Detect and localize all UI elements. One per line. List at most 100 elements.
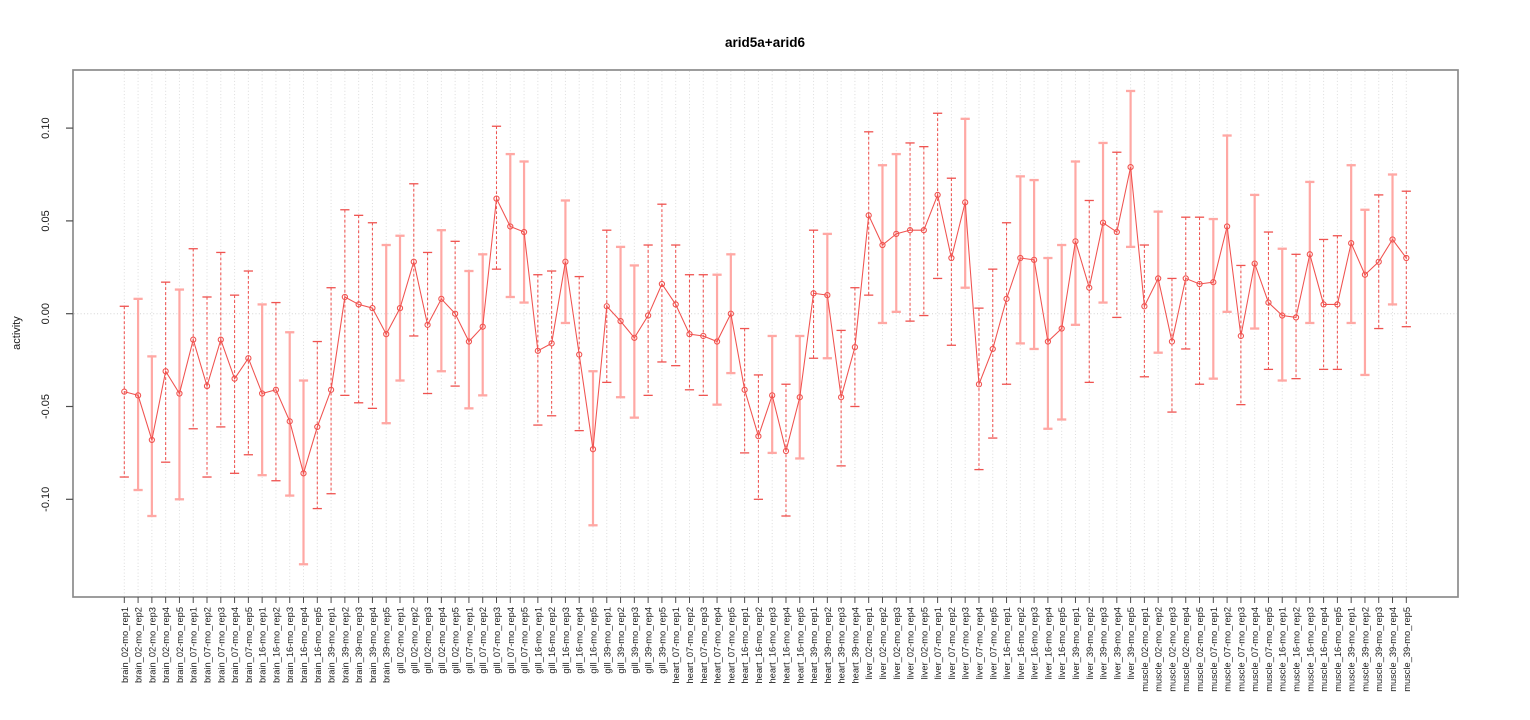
x-tick-label: muscle_16-mo_rep5 — [1333, 607, 1343, 692]
data-point — [162, 368, 169, 375]
x-tick-label: muscle_02-mo_rep1 — [1140, 607, 1150, 692]
x-tick-label: brain_07-mo_rep2 — [203, 607, 213, 683]
data-point — [548, 340, 555, 347]
x-tick-label: heart_16-mo_rep1 — [740, 607, 750, 684]
x-tick-label: gill_07-mo_rep2 — [478, 607, 488, 674]
x-tick-label: heart_16-mo_rep3 — [768, 607, 778, 684]
data-point — [576, 351, 583, 358]
data-point — [631, 334, 638, 341]
x-tick-label: brain_07-mo_rep3 — [216, 607, 226, 683]
x-tick-label: muscle_02-mo_rep2 — [1154, 607, 1164, 692]
x-tick-label: gill_16-mo_rep3 — [561, 607, 571, 674]
data-point — [755, 433, 762, 440]
data-point — [1265, 299, 1272, 306]
data-point — [231, 375, 238, 382]
x-tick-label: muscle_07-mo_rep3 — [1236, 607, 1246, 692]
x-tick-label: gill_39-mo_rep5 — [657, 607, 667, 674]
x-tick-label: muscle_16-mo_rep3 — [1305, 607, 1315, 692]
data-point — [1099, 219, 1107, 226]
y-tick-label: 0.10 — [40, 117, 52, 138]
x-tick-label: gill_02-mo_rep2 — [409, 607, 419, 674]
x-tick-label: liver_16-mo_rep5 — [1057, 607, 1067, 679]
x-tick-label: gill_16-mo_rep1 — [533, 607, 543, 674]
data-point — [617, 317, 624, 325]
data-point — [796, 394, 803, 401]
data-point — [148, 436, 155, 444]
x-tick-label: liver_02-mo_rep4 — [906, 607, 916, 679]
data-point — [410, 258, 417, 265]
y-tick-label: -0.10 — [40, 487, 52, 512]
data-point — [562, 258, 569, 265]
data-point — [1127, 163, 1134, 171]
x-tick-label: muscle_16-mo_rep1 — [1278, 607, 1288, 692]
data-point — [727, 310, 734, 317]
data-point — [369, 305, 376, 312]
x-tick-label: brain_39-mo_rep1 — [327, 607, 337, 683]
data-point — [810, 290, 817, 297]
data-point — [190, 336, 197, 343]
x-tick-label: brain_07-mo_rep4 — [230, 607, 240, 683]
x-tick-label: gill_07-mo_rep1 — [464, 607, 474, 674]
data-point — [327, 386, 335, 393]
data-point — [1292, 314, 1300, 321]
x-tick-label: brain_39-mo_rep5 — [382, 607, 392, 683]
data-point — [341, 293, 348, 301]
data-point — [1389, 236, 1396, 243]
data-point — [479, 323, 486, 330]
x-tick-label: gill_39-mo_rep4 — [644, 607, 654, 674]
data-point — [1375, 258, 1382, 265]
data-point — [1003, 295, 1010, 302]
data-point — [989, 345, 996, 353]
data-point — [603, 303, 610, 310]
x-tick-label: gill_07-mo_rep4 — [506, 607, 516, 674]
x-tick-label: heart_16-mo_rep2 — [754, 607, 764, 684]
data-point — [920, 227, 927, 234]
x-tick-label: brain_02-mo_rep5 — [175, 607, 185, 683]
data-point — [686, 330, 693, 338]
data-point — [1155, 275, 1162, 282]
data-point — [1182, 275, 1189, 282]
x-tick-label: liver_16-mo_rep2 — [1016, 607, 1026, 679]
x-tick-label: liver_16-mo_rep1 — [1002, 607, 1012, 679]
data-point — [589, 446, 597, 453]
x-tick-label: heart_39-mo_rep3 — [837, 607, 847, 684]
x-tick-label: gill_16-mo_rep2 — [547, 607, 557, 674]
data-point — [741, 386, 748, 393]
y-tick-label: 0.05 — [40, 210, 52, 231]
x-tick-label: brain_16-mo_rep1 — [258, 607, 268, 683]
data-point — [782, 447, 790, 455]
data-point — [300, 470, 307, 477]
x-tick-label: heart_07-mo_rep5 — [726, 607, 736, 684]
x-tick-label: gill_02-mo_rep5 — [451, 607, 461, 674]
x-tick-label: heart_39-mo_rep1 — [809, 607, 819, 684]
data-point — [658, 280, 666, 288]
data-point — [121, 388, 128, 395]
x-tick-label: brain_16-mo_rep2 — [271, 607, 281, 683]
plot-border — [72, 69, 1459, 598]
data-point — [272, 386, 280, 393]
data-point — [1251, 260, 1258, 267]
x-tick-label: liver_07-mo_rep4 — [974, 607, 984, 679]
x-tick-label: muscle_39-mo_rep5 — [1402, 607, 1412, 692]
data-point — [975, 381, 983, 388]
y-tick-label: 0.00 — [40, 303, 52, 324]
x-tick-label: gill_07-mo_rep3 — [492, 607, 502, 674]
y-tick-label: -0.05 — [40, 394, 52, 419]
x-tick-label: muscle_02-mo_rep4 — [1181, 607, 1191, 692]
data-point — [672, 301, 679, 308]
data-point — [1044, 338, 1052, 345]
data-point — [1072, 238, 1079, 245]
x-tick-label: muscle_07-mo_rep5 — [1264, 607, 1274, 692]
chart-title: arid5a+arid6 — [725, 35, 805, 50]
x-tick-label: muscle_16-mo_rep2 — [1292, 607, 1302, 692]
x-tick-label: heart_39-mo_rep2 — [823, 607, 833, 684]
x-tick-label: brain_02-mo_rep2 — [134, 607, 144, 683]
x-tick-label: muscle_02-mo_rep5 — [1195, 607, 1205, 692]
data-point — [1030, 256, 1038, 264]
data-point — [645, 312, 652, 319]
x-tick-label: muscle_07-mo_rep2 — [1223, 607, 1233, 692]
x-tick-label: brain_07-mo_rep1 — [189, 607, 199, 683]
x-tick-label: brain_39-mo_rep2 — [340, 607, 350, 683]
data-point — [1348, 240, 1355, 247]
